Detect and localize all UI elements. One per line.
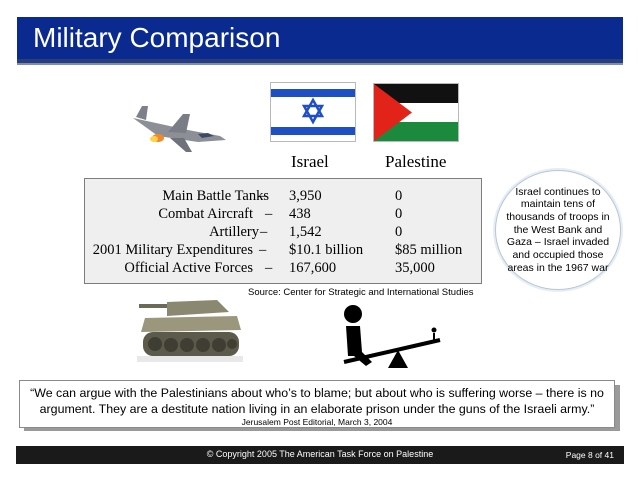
quote-text: “We can argue with the Palestinians abou… <box>30 386 604 416</box>
title-bar: Military Comparison <box>17 17 623 63</box>
row-dash: – <box>258 188 266 204</box>
footer-bar: © Copyright 2005 The American Task Force… <box>16 446 624 464</box>
quote-source: Jerusalem Post Editorial, March 3, 2004 <box>241 417 393 427</box>
israel-value: 167,600 <box>289 260 337 276</box>
row-dash: – <box>259 242 267 258</box>
tank-image <box>137 300 243 362</box>
israel-value: 438 <box>289 206 311 222</box>
quote-box: “We can argue with the Palestinians abou… <box>19 380 615 428</box>
palestine-flag <box>373 83 459 142</box>
table-row: Combat Aircraft – 438 0 <box>85 205 481 223</box>
table-row: Artillery – 1,542 0 <box>85 223 481 241</box>
table-row: Official Active Forces – 167,600 35,000 <box>85 259 481 277</box>
row-dash: – <box>260 224 268 240</box>
israel-value: $10.1 billion <box>289 242 364 258</box>
row-label: Combat Aircraft <box>158 206 253 222</box>
page-number: Page 8 of 41 <box>565 450 614 460</box>
palestine-value: 0 <box>395 188 403 204</box>
row-label: 2001 Military Expenditures <box>92 242 253 258</box>
callout-bubble: Israel continues to maintain tens of tho… <box>495 170 621 290</box>
row-label: Main Battle Tanks <box>162 188 269 204</box>
israel-value: 1,542 <box>289 224 322 240</box>
palestine-value: 0 <box>395 206 403 222</box>
israel-label: Israel <box>291 152 329 171</box>
slide-title: Military Comparison <box>33 22 281 53</box>
palestine-value: 35,000 <box>395 260 435 276</box>
seesaw-image <box>343 305 441 368</box>
row-dash: – <box>265 260 273 276</box>
source-note: Source: Center for Strategic and Interna… <box>248 287 474 298</box>
row-dash: – <box>265 206 273 222</box>
israel-value: 3,950 <box>289 188 322 204</box>
palestine-value: 0 <box>395 224 403 240</box>
table-row: Main Battle Tanks – 3,950 0 <box>85 187 481 205</box>
palestine-label: Palestine <box>385 152 447 171</box>
palestine-value: $85 million <box>395 242 463 258</box>
copyright-text: © Copyright 2005 The American Task Force… <box>206 449 434 459</box>
row-label: Artillery <box>209 224 259 240</box>
table-row: 2001 Military Expenditures – $10.1 billi… <box>85 241 481 259</box>
row-label: Official Active Forces <box>124 260 253 276</box>
comparison-table: Main Battle Tanks – 3,950 0 Combat Aircr… <box>84 178 482 284</box>
callout-text: Israel continues to maintain tens of tho… <box>506 185 610 274</box>
israel-flag <box>270 82 356 142</box>
fighter-jet-image <box>133 106 226 152</box>
